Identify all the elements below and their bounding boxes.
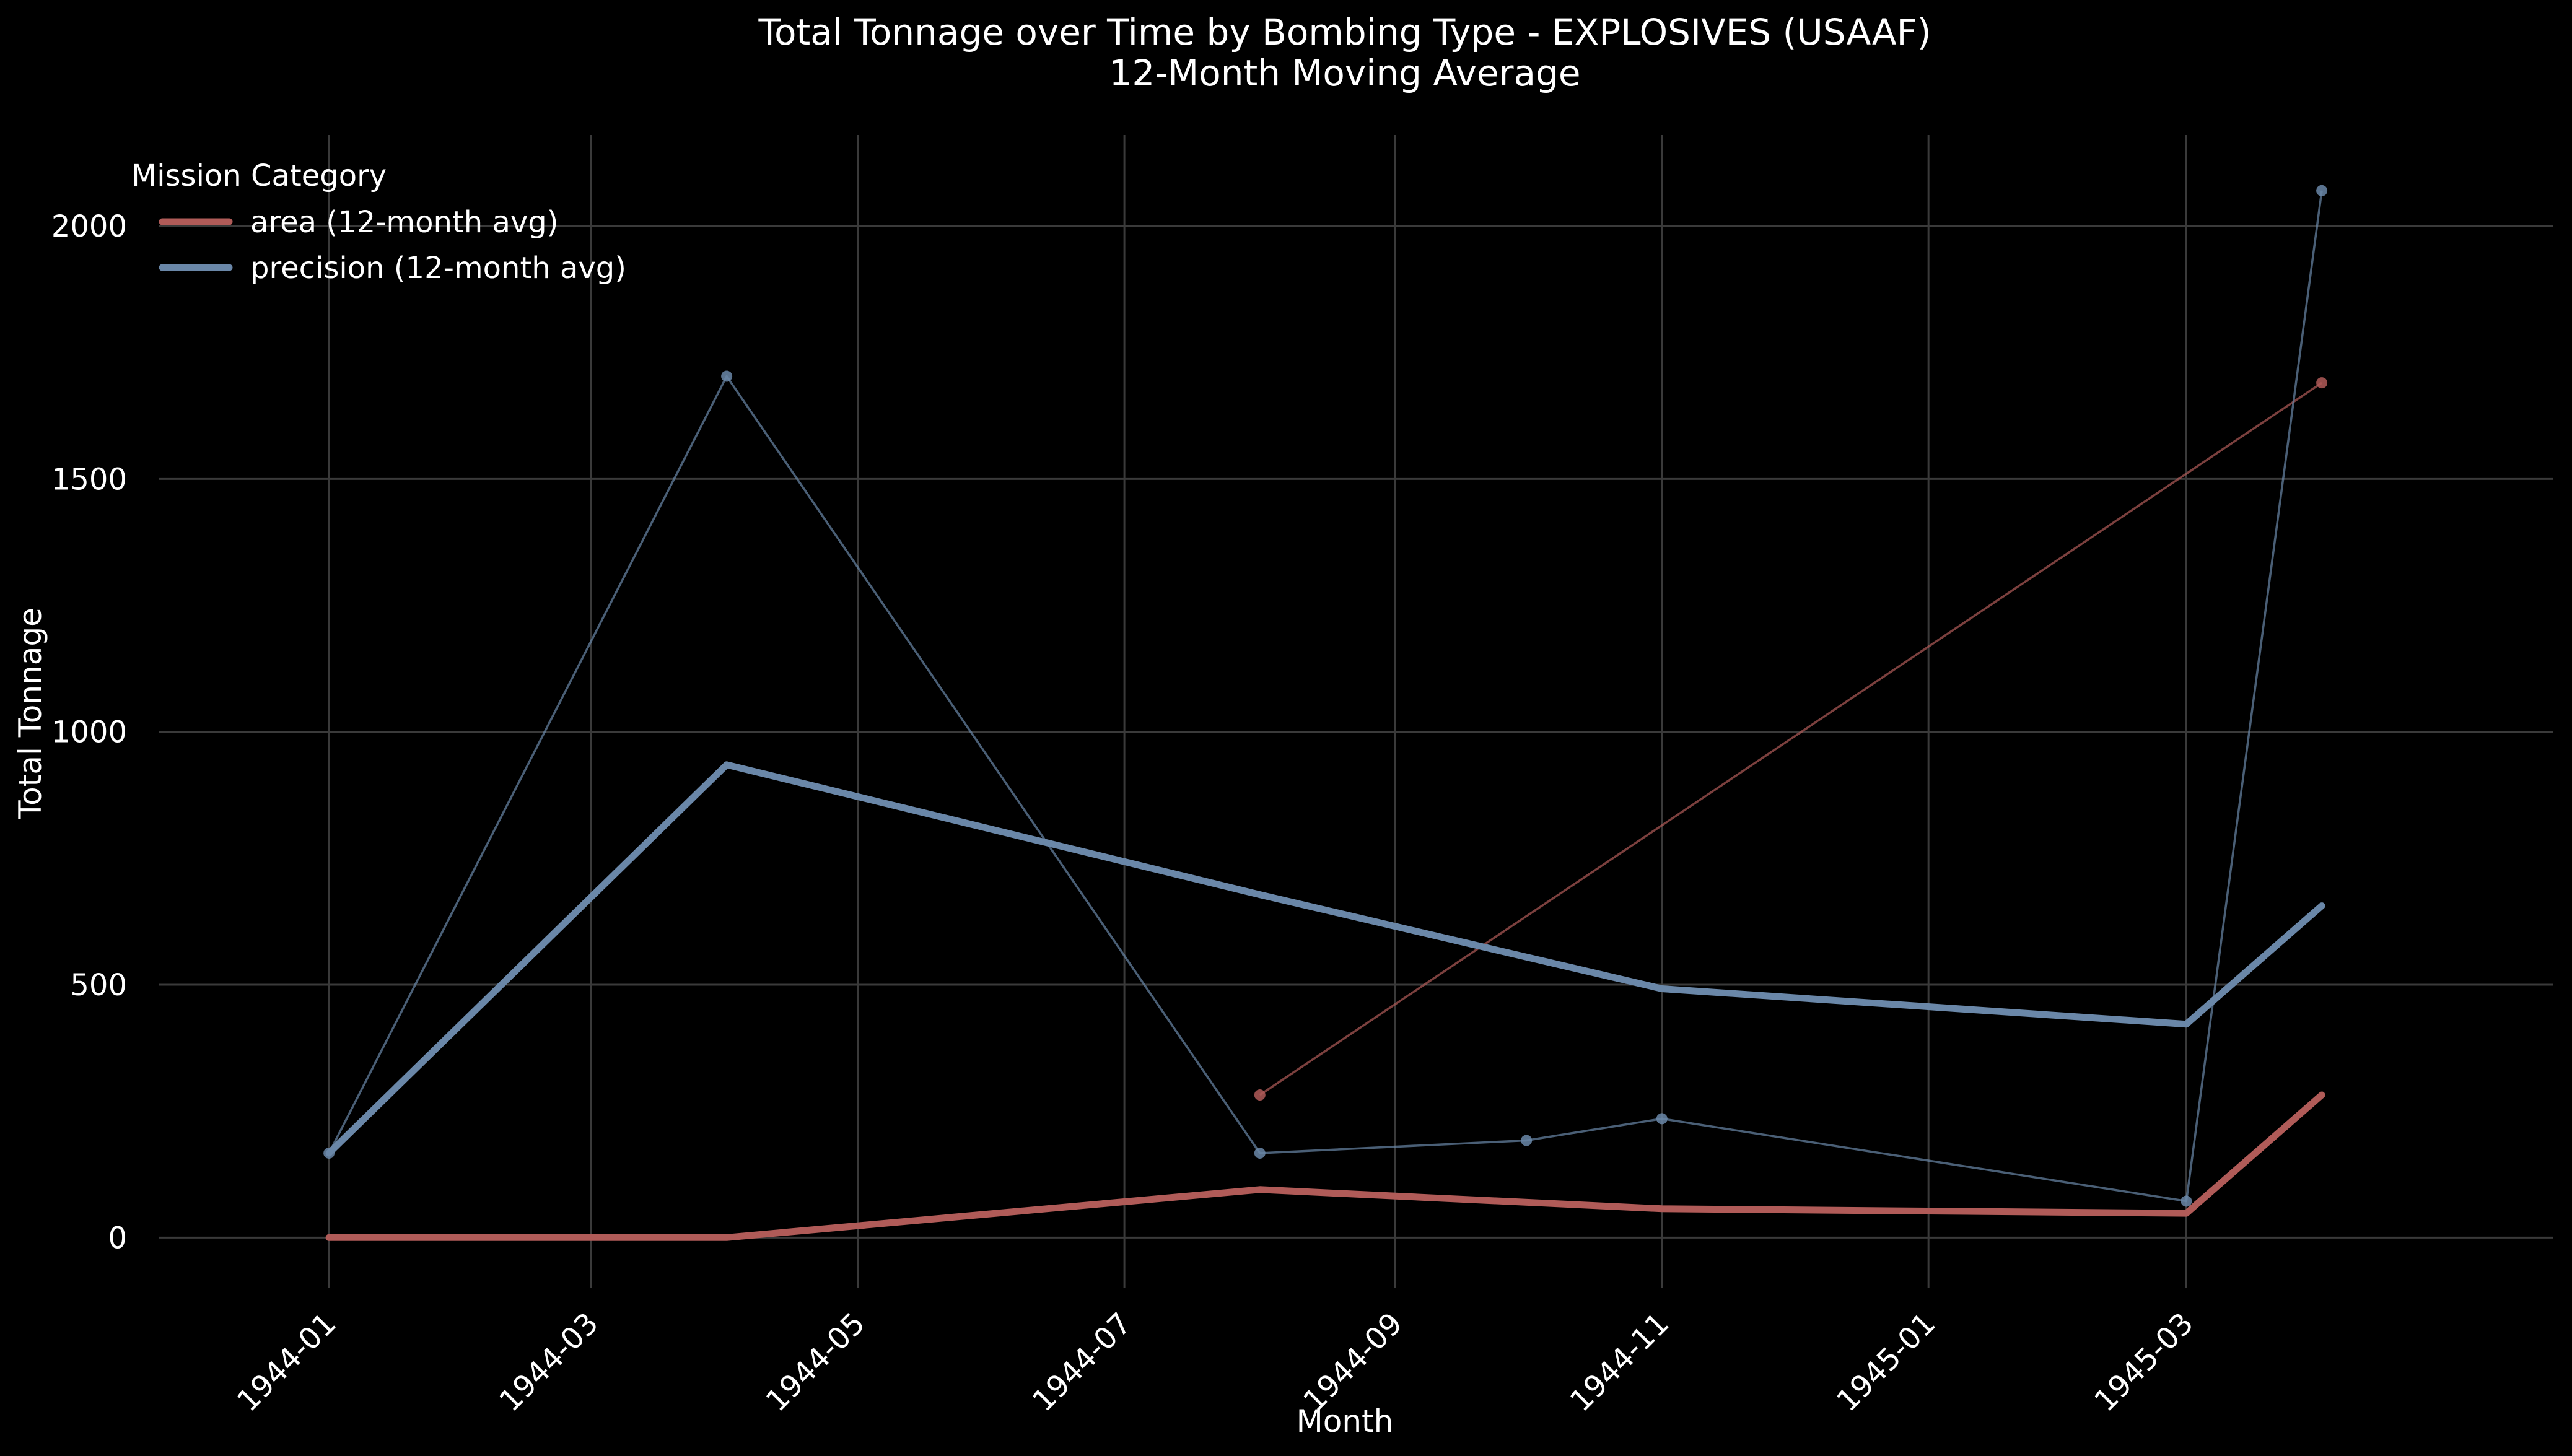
area-moving-average-line [325,1091,2325,1241]
y-tick-label: 1000 [51,715,127,750]
x-tick-label: 1944-03 [492,1306,605,1418]
grid-layer [159,135,2553,1288]
x-tick-label: 1945-03 [2088,1306,2200,1418]
x-tick-label: 1944-05 [759,1306,872,1418]
precision-raw-line [328,190,2323,1203]
precision-raw-point [2316,185,2328,196]
x-tick-label: 1944-01 [230,1306,343,1418]
y-tick-label: 2000 [51,209,127,244]
x-tick-label: 1945-01 [1830,1306,1942,1418]
moving-average-layer [325,761,2325,1241]
precision-legend-label: precision (12-month avg) [250,251,626,286]
x-tick-label: 1944-07 [1026,1306,1138,1418]
y-tick-label: 0 [108,1221,127,1255]
x-tick-label: 1944-11 [1564,1306,1676,1418]
chart-title: Total Tonnage over Time by Bombing Type … [758,11,1931,53]
precision-raw-point [721,370,733,382]
precision-moving-average-line [325,761,2325,1157]
raw-series-layer [323,185,2328,1207]
precision-raw-point [1656,1113,1668,1125]
area-legend-label: area (12-month avg) [250,205,558,240]
x-tick-label: 1944-09 [1297,1306,1409,1418]
area-raw-line [1259,381,2323,1096]
precision-raw-point [1521,1135,1533,1146]
chart-subtitle: 12-Month Moving Average [1109,52,1580,94]
y-tick-label: 1500 [51,462,127,497]
x-axis-label: Month [1297,1403,1394,1439]
area-raw-point [1254,1089,1266,1101]
legend-title: Mission Category [131,159,387,193]
y-tick-label: 500 [70,968,127,1003]
legend: Mission Category area (12-month avg) prec… [131,159,626,286]
legend-items: area (12-month avg) precision (12-month a… [159,205,626,286]
precision-raw-point [2181,1195,2192,1207]
area-raw-point [2316,377,2328,389]
y-axis-label: Total Tonnage [12,608,48,820]
precision-raw-point [1254,1147,1266,1159]
